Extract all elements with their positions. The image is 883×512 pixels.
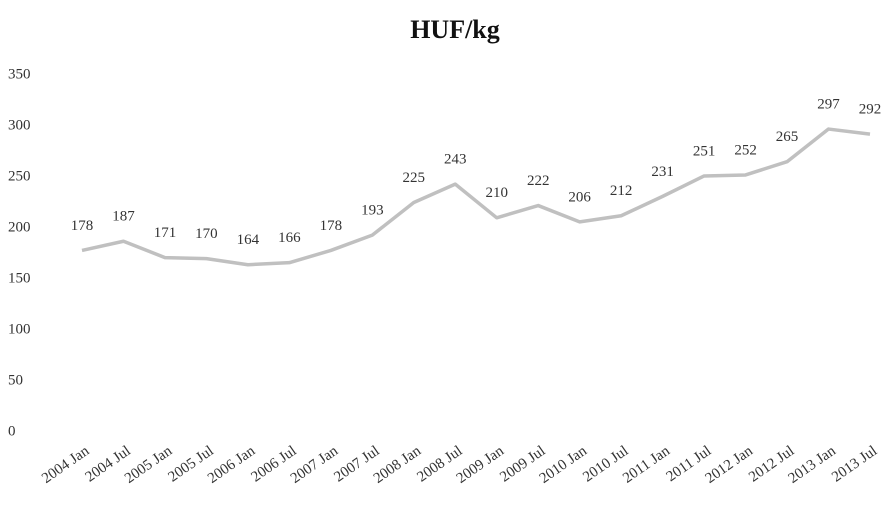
y-tick-label: 300 <box>8 117 31 133</box>
data-label: 193 <box>361 203 384 219</box>
data-label: 166 <box>278 230 301 246</box>
data-label: 225 <box>403 170 426 186</box>
x-tick-label: 2005 Jan <box>122 443 176 487</box>
data-label: 243 <box>444 152 467 168</box>
y-tick-label: 50 <box>8 372 23 388</box>
data-label: 252 <box>734 142 757 158</box>
x-tick-label: 2007 Jan <box>288 443 342 487</box>
data-label: 170 <box>195 226 218 242</box>
x-tick-label: 2011 Jan <box>620 443 673 487</box>
data-label: 178 <box>71 218 94 234</box>
x-tick-label: 2004 Jan <box>39 443 93 487</box>
data-label: 251 <box>693 143 716 159</box>
data-label: 206 <box>568 189 591 205</box>
x-tick-label: 2013 Jul <box>829 443 880 486</box>
x-tick-label: 2008 Jan <box>371 443 425 487</box>
x-tick-label: 2010 Jan <box>537 443 591 487</box>
data-label: 265 <box>776 129 799 145</box>
x-tick-label: 2009 Jan <box>454 443 508 487</box>
data-label: 164 <box>237 232 260 248</box>
y-tick-label: 0 <box>8 423 16 439</box>
data-label: 210 <box>485 185 508 201</box>
data-label: 178 <box>320 218 343 234</box>
data-label: 297 <box>817 96 840 112</box>
y-tick-label: 250 <box>8 168 31 184</box>
y-tick-label: 100 <box>8 321 31 337</box>
y-tick-label: 350 <box>8 66 31 82</box>
line <box>81 127 871 267</box>
chart-title: HUF/kg <box>410 15 500 44</box>
data-label: 187 <box>112 209 135 225</box>
data-label: 212 <box>610 183 633 199</box>
y-tick-label: 200 <box>8 219 31 235</box>
y-tick-label: 150 <box>8 270 31 286</box>
x-tick-label: 2006 Jan <box>205 443 259 487</box>
x-tick-label: 2013 Jan <box>786 443 840 487</box>
data-label: 292 <box>859 102 882 118</box>
data-label: 171 <box>154 225 177 241</box>
x-tick-label: 2012 Jan <box>703 443 757 487</box>
data-label: 222 <box>527 173 550 189</box>
data-label: 231 <box>651 164 674 180</box>
